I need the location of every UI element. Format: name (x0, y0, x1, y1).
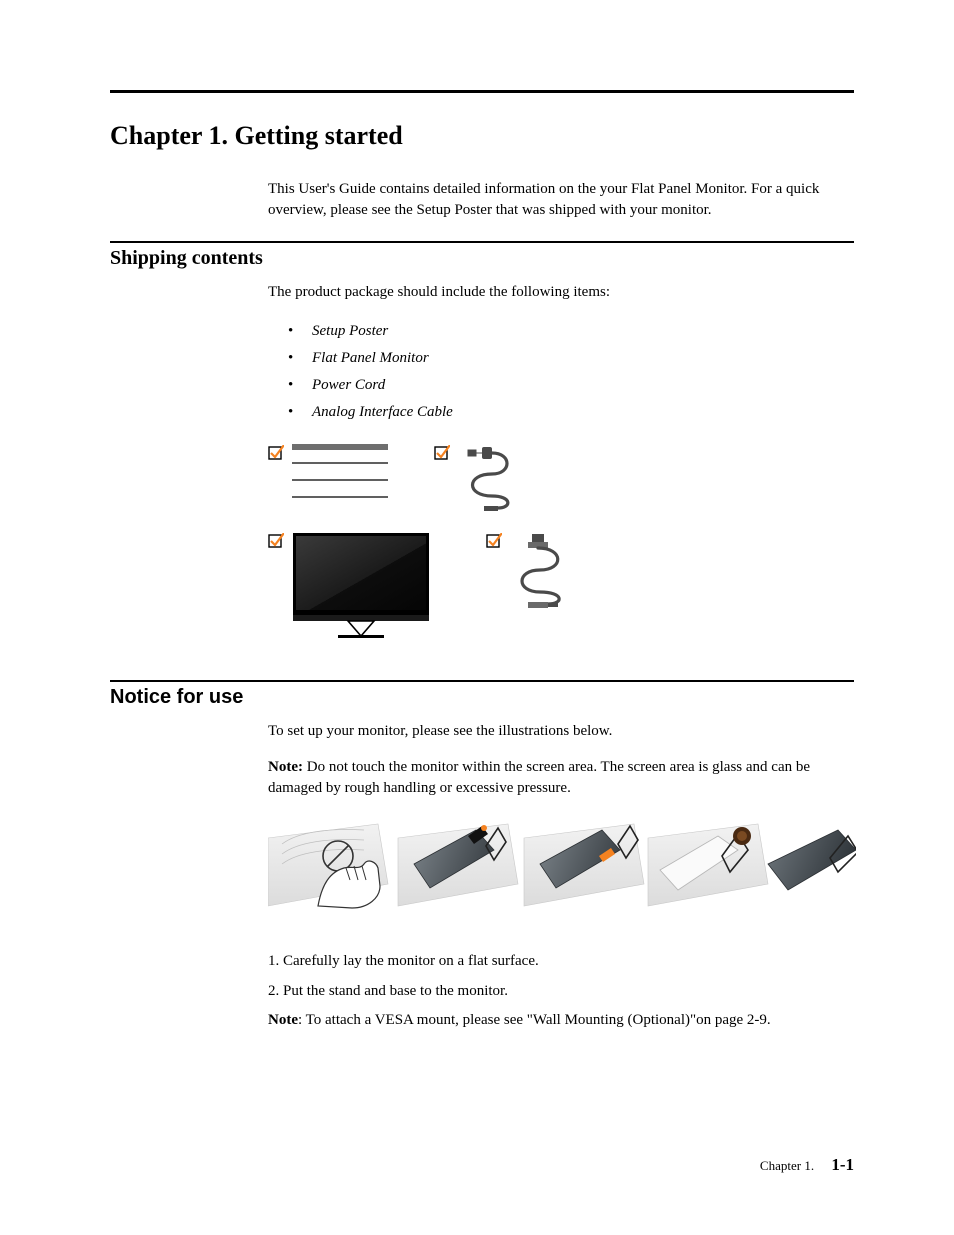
illus-power-cord (434, 444, 520, 514)
illus-analog-cable (486, 532, 572, 616)
step-item: 1. Carefully lay the monitor on a flat s… (268, 949, 854, 975)
footer-chapter-label: Chapter 1. (760, 1158, 814, 1173)
list-item: Power Cord (288, 372, 854, 399)
shipping-heading: Shipping contents (110, 247, 854, 270)
analog-cable-icon (510, 532, 572, 616)
notice-note1: Note: Do not touch the monitor within th… (268, 757, 854, 801)
checkbox-icon (434, 445, 450, 461)
list-item: Setup Poster (288, 318, 854, 345)
setup-poster-icon (292, 444, 388, 510)
power-cord-icon (458, 444, 520, 514)
note-text: : To attach a VESA mount, please see "Wa… (298, 1012, 771, 1028)
note-label: Note: (268, 759, 303, 775)
checkbox-icon (268, 533, 284, 549)
footer-page-number: 1-1 (831, 1155, 854, 1174)
shipping-lead: The product package should include the f… (268, 282, 854, 304)
list-item: Analog Interface Cable (288, 399, 854, 426)
step-item: 2. Put the stand and base to the monitor… (268, 979, 854, 1005)
assembly-illustrations (268, 814, 854, 919)
page-footer: Chapter 1. 1-1 (760, 1155, 854, 1175)
checkbox-icon (268, 445, 284, 461)
notice-heading: Notice for use (110, 686, 854, 709)
checkbox-icon (486, 533, 502, 549)
shipping-items-list: Setup Poster Flat Panel Monitor Power Co… (288, 318, 854, 426)
chapter-intro: This User's Guide contains detailed info… (268, 179, 854, 221)
chapter-title: Chapter 1. Getting started (110, 121, 854, 151)
section-rule-notice (110, 680, 854, 682)
assembly-steps: 1. Carefully lay the monitor on a flat s… (268, 949, 854, 1034)
list-item: Flat Panel Monitor (288, 345, 854, 372)
illus-flat-panel-monitor (268, 532, 430, 640)
section-rule-shipping (110, 241, 854, 243)
monitor-icon (292, 532, 430, 640)
notice-lead: To set up your monitor, please see the i… (268, 721, 854, 743)
note-label: Note (268, 1012, 298, 1028)
notice-note2: Note: To attach a VESA mount, please see… (268, 1008, 854, 1034)
illus-setup-poster (268, 444, 388, 510)
shipping-illustrations (268, 444, 854, 640)
note-text: Do not touch the monitor within the scre… (268, 759, 810, 797)
top-rule (110, 90, 854, 93)
